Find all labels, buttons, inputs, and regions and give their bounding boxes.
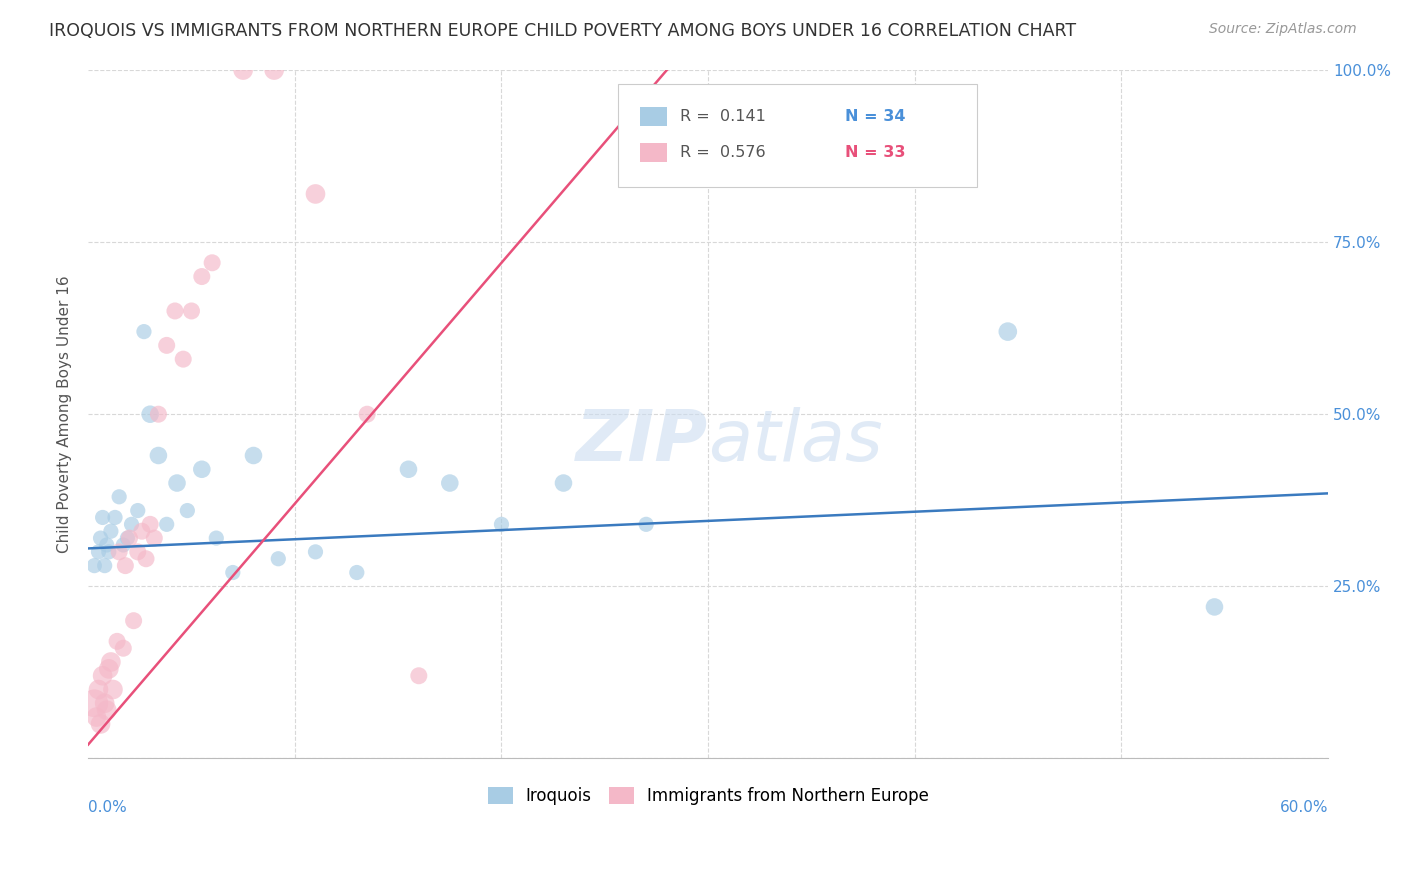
Point [114,558,136,573]
Bar [640,107,668,127]
Text: R =  0.141: R = 0.141 [679,110,765,124]
Point [121,517,143,532]
Point [90,531,112,545]
Text: IROQUOIS VS IMMIGRANTS FROM NORTHERN EUROPE CHILD POVERTY AMONG BOYS UNDER 16 CO: IROQUOIS VS IMMIGRANTS FROM NORTHERN EUR… [49,22,1077,40]
Point [439,476,461,491]
Point [148,407,170,421]
Point [97,662,120,676]
Point [232,63,254,78]
Point [135,551,157,566]
Point [86,710,108,724]
Point [263,63,285,78]
Point [90,717,112,731]
Text: atlas: atlas [709,408,883,476]
Point [143,531,166,545]
Point [148,449,170,463]
Point [242,449,264,463]
Text: N = 34: N = 34 [845,110,905,124]
Point [122,614,145,628]
Point [97,545,120,559]
Point [553,476,575,491]
Bar [640,143,668,162]
Point [117,531,139,545]
Point [112,538,135,552]
Point [131,524,153,539]
Text: R =  0.576: R = 0.576 [679,145,765,161]
Point [83,558,105,573]
Point [176,503,198,517]
Point [172,352,194,367]
Point [205,531,228,545]
Text: 60.0%: 60.0% [1279,799,1329,814]
Point [1204,599,1226,614]
Point [100,655,122,669]
Point [93,558,115,573]
Point [108,490,131,504]
Text: N = 33: N = 33 [845,145,905,161]
Point [127,503,149,517]
Point [83,696,105,710]
Point [96,703,118,717]
Point [139,407,162,421]
Point [139,517,162,532]
Point [636,517,658,532]
Text: Source: ZipAtlas.com: Source: ZipAtlas.com [1209,22,1357,37]
Point [191,269,214,284]
Y-axis label: Child Poverty Among Boys Under 16: Child Poverty Among Boys Under 16 [58,276,72,553]
Point [105,634,128,648]
Point [118,531,141,545]
Point [156,517,179,532]
Point [156,338,179,352]
Point [100,524,122,539]
Point [201,256,224,270]
Point [304,545,326,559]
FancyBboxPatch shape [617,84,977,187]
Point [96,538,118,552]
Point [87,545,110,559]
Point [127,545,149,559]
Point [93,696,115,710]
Point [398,462,420,476]
Point [222,566,245,580]
Point [191,462,214,476]
Point [91,669,114,683]
Point [132,325,155,339]
Point [408,669,430,683]
Point [104,510,127,524]
Point [180,304,202,318]
Point [101,682,124,697]
Point [304,186,326,201]
Point [346,566,368,580]
Legend: Iroquois, Immigrants from Northern Europe: Iroquois, Immigrants from Northern Europ… [481,780,935,812]
Point [112,641,135,656]
Text: 0.0%: 0.0% [89,799,127,814]
Point [356,407,378,421]
Point [267,551,290,566]
Point [166,476,188,491]
Text: ZIP: ZIP [576,408,709,476]
Point [163,304,186,318]
Point [91,510,114,524]
Point [997,325,1019,339]
Point [87,682,110,697]
Point [108,545,131,559]
Point [491,517,513,532]
